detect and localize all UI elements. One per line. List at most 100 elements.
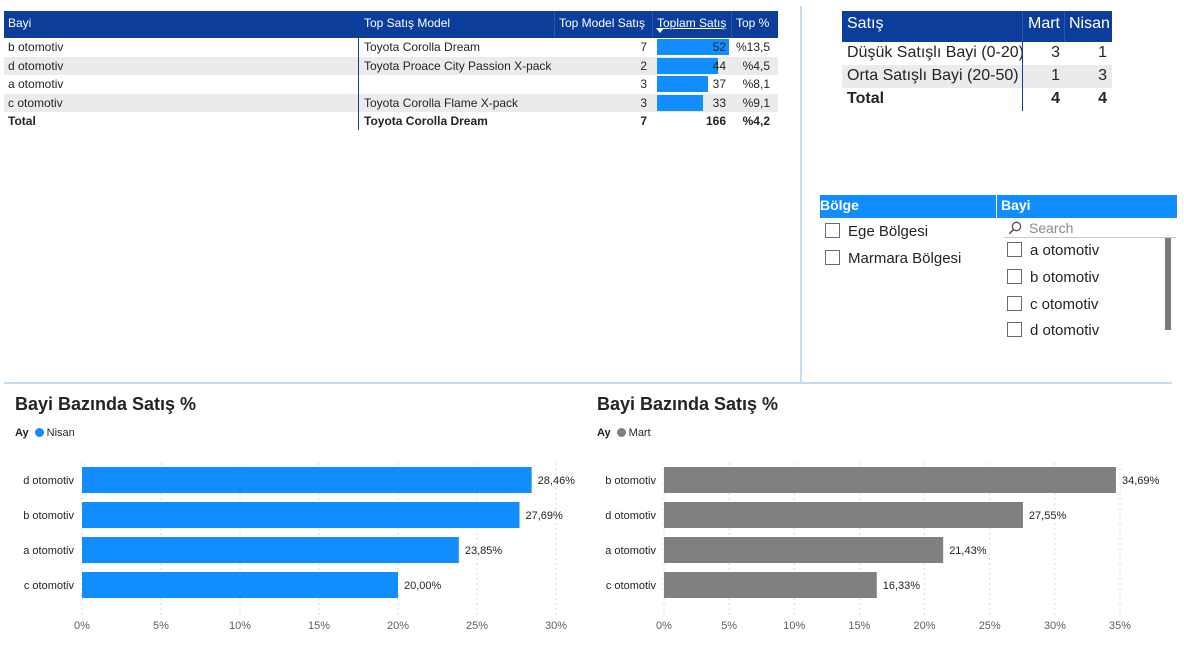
checkbox-icon[interactable] <box>825 250 840 265</box>
category-label: b otomotiv <box>605 475 656 487</box>
cell-top-pct: %13,5 <box>735 40 770 54</box>
x-tick-label: 0% <box>656 620 672 632</box>
bar <box>82 572 398 598</box>
slicer-item-ege[interactable]: Ege Bölgesi <box>825 223 928 240</box>
horizontal-divider <box>4 382 1172 384</box>
x-tick-label: 20% <box>387 620 409 632</box>
cell-top-model: Toyota Corolla Dream <box>364 40 481 54</box>
toplam-satis-databar <box>657 94 703 111</box>
table-row[interactable]: a otomotiv 3 37 %8,1 <box>4 75 778 94</box>
table-divider <box>358 38 359 130</box>
toplam-satis-databar <box>657 39 729 55</box>
search-placeholder: Search <box>1029 220 1074 236</box>
data-label: 21,43% <box>949 545 987 557</box>
category-label: a otomotiv <box>23 545 74 557</box>
cell-bayi: d otomotiv <box>8 58 64 73</box>
sales-table: Bayi Top Satış Model Top Model Satış Top… <box>4 11 778 130</box>
table-row[interactable]: d otomotiv Toyota Proace City Passion X-p… <box>4 56 778 75</box>
x-tick-label: 5% <box>153 620 169 632</box>
checkbox-icon[interactable] <box>1007 322 1022 337</box>
column-header-top-pct[interactable]: Top % <box>736 16 770 30</box>
slicer-item-marmara[interactable]: Marmara Bölgesi <box>825 250 961 267</box>
legend-series-name: Nisan <box>46 427 75 439</box>
cell-bayi: a otomotiv <box>8 77 64 91</box>
slicer-item-c-otomotiv[interactable]: c otomotiv <box>1007 296 1098 313</box>
toplam-satis-databar <box>657 57 718 74</box>
bolge-slicer-title: Bölge <box>820 195 996 218</box>
slicer-item-d-otomotiv[interactable]: d otomotiv <box>1007 322 1099 339</box>
matrix-cell-mart: 3 <box>1051 44 1060 61</box>
header-divider <box>652 11 653 38</box>
toplam-satis-databar <box>657 76 709 92</box>
cell-toplam-satis: 37 <box>712 77 726 91</box>
chart-legend[interactable]: Ay Mart <box>597 427 651 439</box>
checkbox-icon[interactable] <box>1007 296 1022 311</box>
header-divider <box>554 11 555 38</box>
cell-toplam-satis: 33 <box>712 95 726 110</box>
chart-title: Bayi Bazında Satış % <box>15 394 197 414</box>
total-top-model: 7 <box>640 114 647 128</box>
checkbox-icon[interactable] <box>825 223 840 238</box>
table-total-row: Total Toyota Corolla Dream 7 166 %4,2 <box>4 112 778 130</box>
x-tick-label: 25% <box>466 620 488 632</box>
total-toplam: 166 <box>705 114 726 128</box>
column-header-toplam-satis[interactable]: Toplam Satış <box>657 16 727 30</box>
matrix-total-label: Total <box>847 90 885 107</box>
legend-series-name: Mart <box>628 427 651 439</box>
total-model: Toyota Corolla Dream <box>364 114 488 128</box>
x-tick-label: 30% <box>1044 620 1066 632</box>
checkbox-icon[interactable] <box>1007 242 1022 257</box>
slicer-item-label: b otomotiv <box>1030 269 1100 286</box>
data-label: 23,85% <box>465 545 503 557</box>
checkbox-icon[interactable] <box>1007 269 1022 284</box>
table-row[interactable]: c otomotiv Toyota Corolla Flame X-pack 3 33… <box>4 93 778 112</box>
cell-toplam-satis: 52 <box>712 40 726 54</box>
matrix-header-nisan[interactable]: Nisan <box>1069 15 1110 32</box>
category-label: d otomotiv <box>605 510 656 522</box>
bar <box>664 502 1023 528</box>
column-header-bayi[interactable]: Bayi <box>8 16 32 30</box>
matrix-row[interactable]: Orta Satışlı Bayi (20-50) 1 3 <box>842 65 1112 88</box>
legend-dot-icon <box>616 428 626 437</box>
total-label: Total <box>8 114 36 128</box>
x-tick-label: 15% <box>848 620 870 632</box>
slicer-item-label: c otomotiv <box>1030 296 1099 313</box>
vertical-divider <box>800 6 802 382</box>
category-label: a otomotiv <box>605 545 656 557</box>
table-row[interactable]: b otomotiv Toyota Corolla Dream 7 52 %13,5 <box>4 38 778 57</box>
sort-descending-icon[interactable] <box>656 28 664 33</box>
x-tick-label: 15% <box>308 620 330 632</box>
category-label: d otomotiv <box>23 475 74 487</box>
data-label: 28,46% <box>538 475 576 487</box>
matrix-cell-nisan: 1 <box>1098 44 1107 61</box>
header-divider <box>731 11 732 38</box>
column-header-top-model[interactable]: Top Satış Model <box>364 16 451 30</box>
legend-dot-icon <box>34 428 44 437</box>
x-tick-label: 5% <box>721 620 737 632</box>
header-divider <box>1022 11 1023 42</box>
slicer-scrollbar[interactable] <box>1165 238 1171 330</box>
matrix-header-satis[interactable]: Satış <box>847 15 884 32</box>
sales-matrix: Satış Mart Nisan Düşük Satışlı Bayi (0-2… <box>842 11 1112 111</box>
table-header: Bayi Top Satış Model Top Model Satış Top… <box>4 11 778 38</box>
cell-top-model-satis: 3 <box>640 77 647 91</box>
bayi-search-input[interactable]: Search <box>1004 218 1176 238</box>
cell-top-model: Toyota Proace City Passion X-pack <box>364 58 552 73</box>
matrix-total-nisan: 4 <box>1098 90 1107 107</box>
bar <box>664 467 1116 493</box>
bar-chart-mart: 0% 5% 10% 15% 20% 25% 30% 35% b otomotiv 34,69% d … <box>605 463 1159 632</box>
x-tick-label: 0% <box>74 620 90 632</box>
matrix-header-mart[interactable]: Mart <box>1028 15 1060 32</box>
bar <box>82 467 532 493</box>
bar <box>82 537 459 563</box>
chart-legend[interactable]: Ay Nisan <box>15 427 75 439</box>
matrix-cell-mart: 1 <box>1051 67 1060 84</box>
category-label: c otomotiv <box>606 580 657 592</box>
column-header-top-model-satis[interactable]: Top Model Satış <box>559 16 646 30</box>
cell-top-model: Toyota Corolla Flame X-pack <box>364 95 519 110</box>
matrix-row[interactable]: Düşük Satışlı Bayi (0-20) 3 1 <box>842 42 1112 65</box>
x-tick-label: 10% <box>229 620 251 632</box>
cell-toplam-satis: 44 <box>712 58 726 73</box>
slicer-item-b-otomotiv[interactable]: b otomotiv <box>1007 269 1099 286</box>
slicer-item-a-otomotiv[interactable]: a otomotiv <box>1007 242 1099 259</box>
